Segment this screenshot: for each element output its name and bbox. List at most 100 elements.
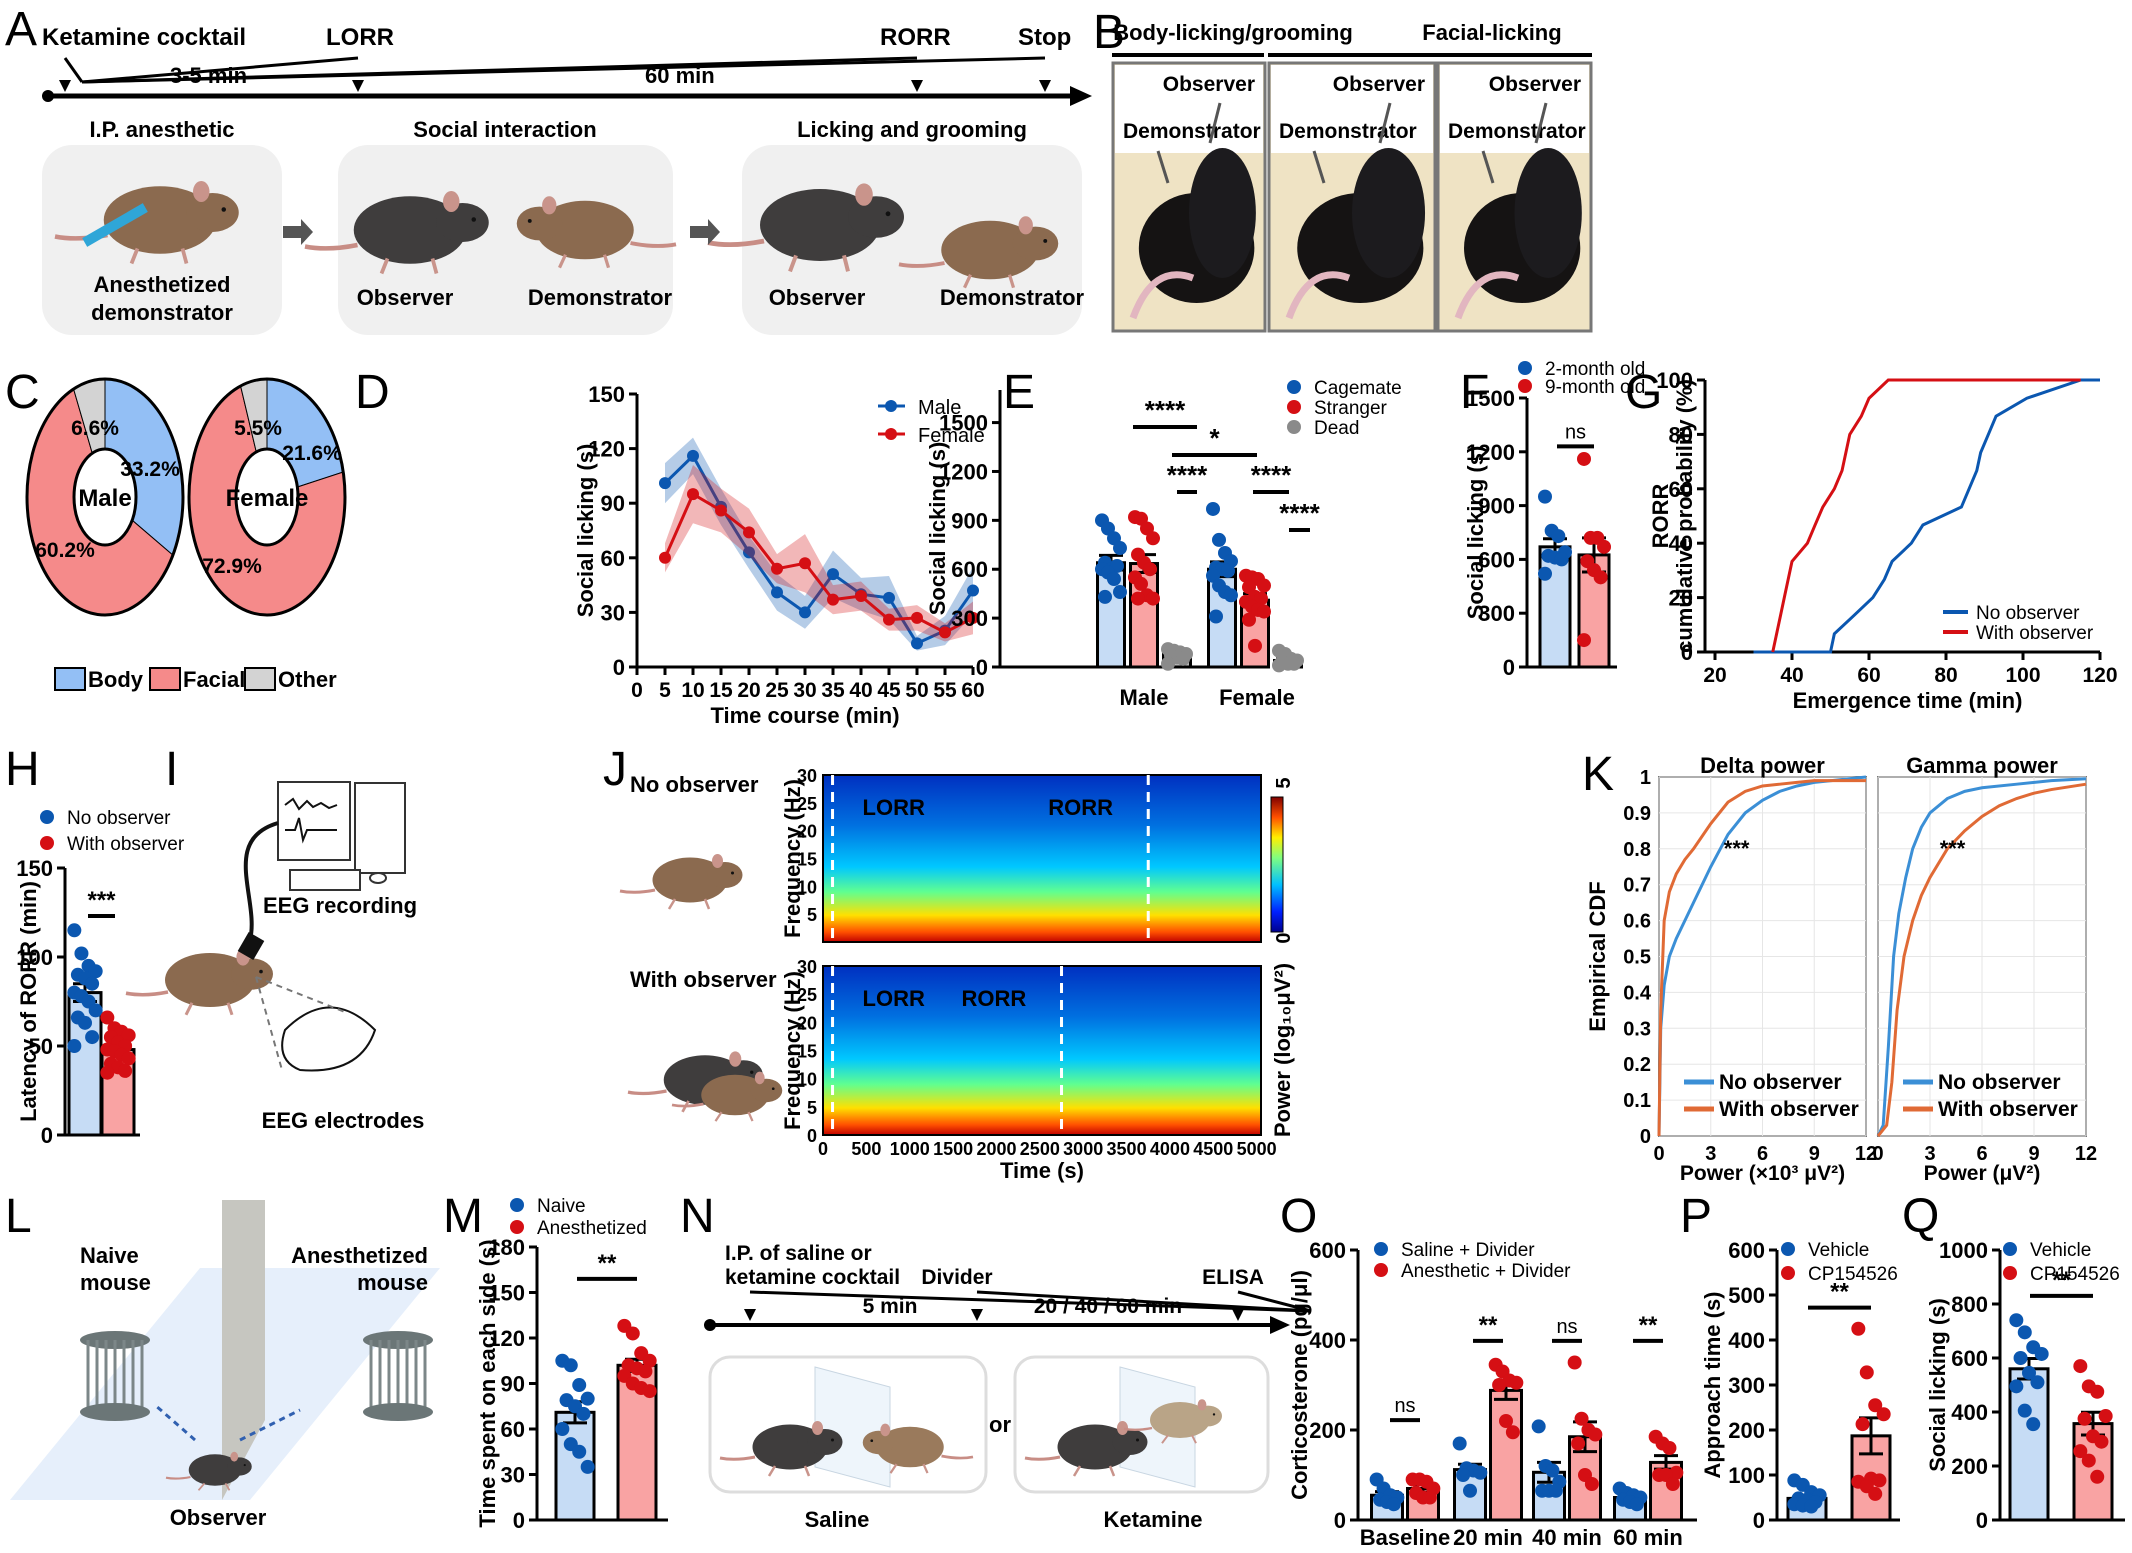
data-point (715, 504, 727, 517)
chart-title: Delta power (1700, 753, 1825, 778)
spectrogram-frame (822, 965, 1262, 1136)
data-point (1224, 588, 1238, 603)
y-tick-label: 150 (588, 382, 625, 407)
series-female: Female (659, 425, 985, 642)
data-point (1176, 651, 1190, 666)
mouse-legs (1072, 1465, 1116, 1477)
mouse-body (652, 857, 728, 903)
y-axis-title: Time spent on each side (s) (475, 1239, 500, 1527)
mouse-head (516, 206, 563, 241)
y-tick-label: 600 (1728, 1238, 1765, 1263)
chart-title: Gamma power (1906, 753, 2058, 778)
mouse-body (536, 200, 634, 260)
y-tick-label: 0 (613, 655, 625, 680)
slice-value-label: 21.6% (282, 442, 342, 465)
data-point (1505, 1425, 1520, 1440)
mouse-ear (712, 854, 723, 868)
stage-box (338, 145, 673, 335)
data-point (1554, 552, 1569, 567)
panel-label-O: O (1280, 1190, 1317, 1243)
stage-title: Licking and grooming (797, 117, 1027, 142)
pointer-arrow-icon (1208, 102, 1222, 144)
x-tick-label: 3 (1705, 1143, 1716, 1165)
mouse-ear (1018, 216, 1033, 235)
mouse-head (186, 193, 239, 232)
y-tick-label: 1000 (1939, 1238, 1988, 1263)
y-tick-label: 0.7 (1623, 875, 1651, 897)
x-tick-label: 120 (2082, 664, 2117, 687)
y-tick-label: 500 (1728, 1283, 1765, 1308)
bar-male-dead (1161, 642, 1193, 671)
legend-marker (40, 836, 54, 850)
caption: mouse (357, 1270, 428, 1295)
observer-mouse (719, 1421, 843, 1477)
y-tick-label: 0.9 (1623, 803, 1651, 825)
y-tick-label: 100 (1728, 1463, 1765, 1488)
pointer-arrow-icon (1534, 102, 1548, 144)
significance-label: **** (1279, 498, 1320, 528)
legend-marker (885, 400, 897, 412)
mouse-tail (941, 1454, 974, 1460)
x-tick-label: 12 (1855, 1143, 1877, 1165)
data-point (827, 568, 839, 581)
mouse-legs (767, 1465, 811, 1477)
significance-label: ** (1830, 1279, 1849, 1306)
x-category-label: Female (1219, 685, 1295, 710)
black-mouse-observer (1514, 148, 1582, 278)
data-point (1662, 1441, 1677, 1455)
legend-marker (1374, 1242, 1388, 1256)
y-axis-title: Social licking (s) (1925, 1298, 1950, 1472)
data-point (1098, 589, 1112, 604)
slice-value-label: 60.2% (35, 539, 95, 562)
legend-label: With observer (1938, 1098, 2078, 1121)
data-point (1257, 604, 1271, 619)
data-point (1146, 531, 1160, 546)
legend-marker (1518, 379, 1532, 393)
mouse-legs (379, 257, 439, 275)
arrow-down-icon (971, 1309, 983, 1321)
stage-title: I.P. anesthetic (89, 117, 234, 142)
mouse-body (165, 953, 255, 1007)
bar-anesthetized (616, 1318, 658, 1522)
mouse-legs (788, 254, 850, 273)
data-point (659, 477, 671, 490)
y-tick-label: 0.8 (1623, 839, 1651, 861)
y-tick-label: 5 (807, 1098, 817, 1118)
data-point (1209, 609, 1223, 624)
mouse-head (231, 958, 273, 990)
data-point (911, 611, 923, 624)
x-tick-label: 20 (737, 679, 760, 702)
caption: Anesthetized (94, 272, 231, 297)
mouse-tail (619, 888, 656, 894)
y-tick-label: 300 (1728, 1373, 1765, 1398)
brain-icon (281, 1006, 377, 1072)
data-point (1463, 1483, 1477, 1498)
y-tick-label: 20 (797, 1013, 817, 1033)
data-point (78, 1015, 92, 1030)
data-point (67, 923, 82, 938)
legend-label: 9-month old (1545, 377, 1645, 398)
y-tick-label: 300 (951, 606, 988, 631)
y-axis-title: Frequency (Hz) (780, 971, 805, 1130)
mouse-ear (542, 196, 557, 215)
y-tick-label: 800 (1951, 1292, 1988, 1317)
spectrogram-image (823, 775, 1261, 942)
data-point (1876, 1407, 1891, 1422)
mouse-tail (1454, 271, 1520, 320)
mouse-head (848, 196, 904, 238)
y-axis-title: cumulative probability (%) (1672, 379, 1697, 653)
data-point (1287, 656, 1301, 671)
y-tick-label: 0.1 (1623, 1090, 1651, 1112)
mouse-eye (771, 1087, 775, 1091)
data-point (883, 613, 895, 626)
caption: demonstrator (91, 300, 233, 325)
data-point (1113, 585, 1127, 600)
data-point (1242, 612, 1256, 627)
sem-band (665, 464, 973, 642)
x-tick-label: 3500 (1107, 1139, 1147, 1159)
y-tick-label: 0 (1334, 1508, 1346, 1533)
data-point (88, 1003, 103, 1018)
eeg-trace-icon (284, 797, 338, 844)
mouse-head (707, 862, 743, 888)
